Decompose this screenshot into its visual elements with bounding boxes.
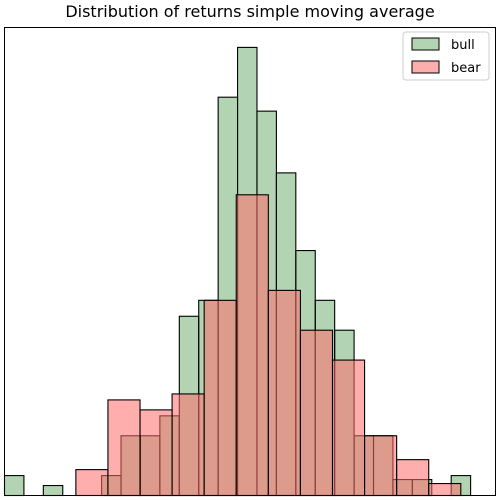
- bear-bar-3: [171, 393, 205, 497]
- bear-bar-5: [235, 194, 269, 497]
- bear-bar-8: [331, 359, 366, 497]
- bars-layer: [3, 46, 472, 497]
- bear-bar-1: [107, 399, 141, 497]
- bear-bar-2: [139, 409, 173, 497]
- bear-bar-11: [428, 482, 462, 497]
- axes-frame: [4, 27, 496, 496]
- bear-bar-0: [75, 469, 109, 497]
- legend-swatch-bear: [411, 60, 440, 74]
- legend-label-bear: bear: [451, 61, 481, 76]
- bear-bar-10: [396, 459, 430, 497]
- legend: bull bear: [402, 31, 490, 81]
- bull-bar-0: [3, 475, 25, 497]
- bear-bar-9: [364, 435, 398, 497]
- chart-title: Distribution of returns simple moving av…: [65, 2, 435, 21]
- legend-label-bull: bull: [451, 38, 475, 53]
- legend-swatch-bull: [411, 37, 440, 51]
- bear-bar-4: [203, 299, 237, 497]
- bear-bar-6: [267, 289, 301, 497]
- bull-bar-2: [42, 484, 64, 497]
- bear-bar-7: [299, 329, 334, 497]
